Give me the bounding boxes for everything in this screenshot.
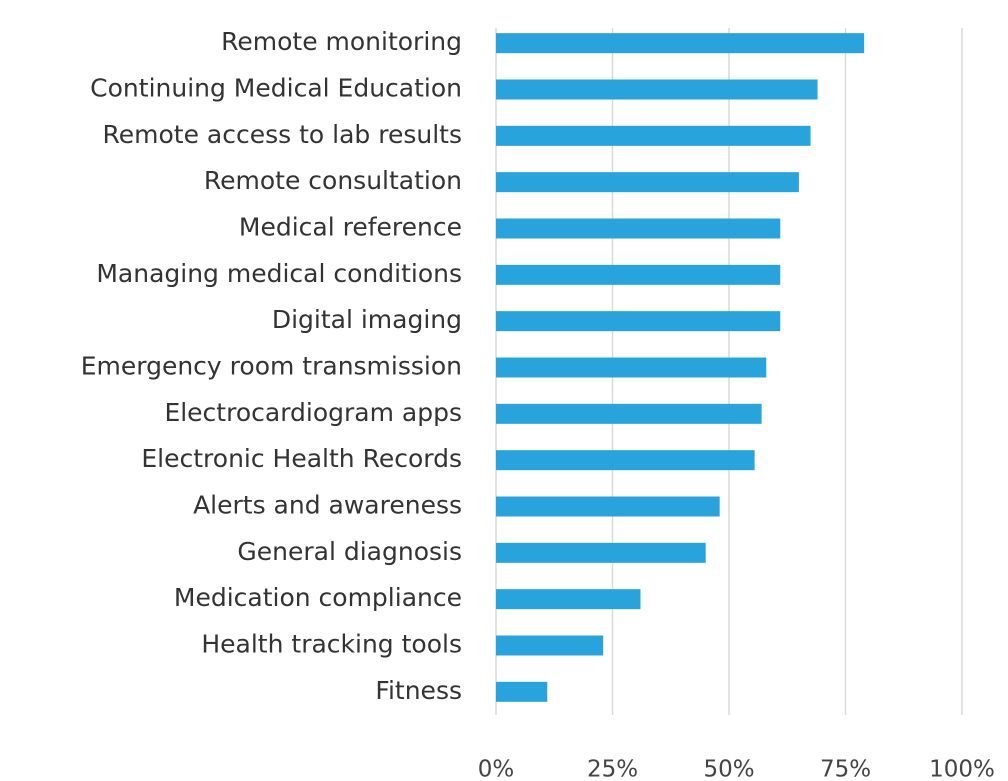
bar [496, 357, 767, 378]
category-label: Managing medical conditions [96, 259, 462, 288]
category-label: Remote monitoring [221, 27, 462, 56]
category-label: Remote consultation [204, 166, 462, 195]
bar [496, 311, 781, 332]
bar [496, 542, 706, 563]
bar [496, 635, 604, 656]
bar [496, 125, 811, 146]
bar [496, 589, 641, 610]
bar [496, 172, 799, 193]
category-label: Medical reference [239, 213, 462, 242]
x-tick-label: 50% [703, 757, 754, 781]
category-label: Medication compliance [174, 583, 462, 612]
category-label: Alerts and awareness [193, 491, 462, 520]
category-label: Health tracking tools [201, 630, 462, 659]
bar [496, 403, 762, 424]
category-label: Continuing Medical Education [90, 74, 462, 103]
bar [496, 496, 720, 517]
x-tick-label: 25% [587, 757, 638, 781]
category-label: Emergency room transmission [81, 352, 462, 381]
bar [496, 264, 781, 285]
category-label: Digital imaging [272, 305, 462, 334]
x-tick-label: 100% [929, 757, 995, 781]
x-tick-label: 0% [478, 757, 515, 781]
category-label: General diagnosis [237, 537, 462, 566]
category-label: Remote access to lab results [103, 120, 462, 149]
bar [496, 218, 781, 239]
category-label: Electronic Health Records [141, 444, 462, 473]
x-tick-label: 75% [820, 757, 871, 781]
bar [496, 33, 865, 54]
bar [496, 681, 548, 702]
bar [496, 450, 755, 471]
bar [496, 79, 818, 100]
category-label: Electrocardiogram apps [164, 398, 462, 427]
category-label: Fitness [375, 676, 462, 705]
